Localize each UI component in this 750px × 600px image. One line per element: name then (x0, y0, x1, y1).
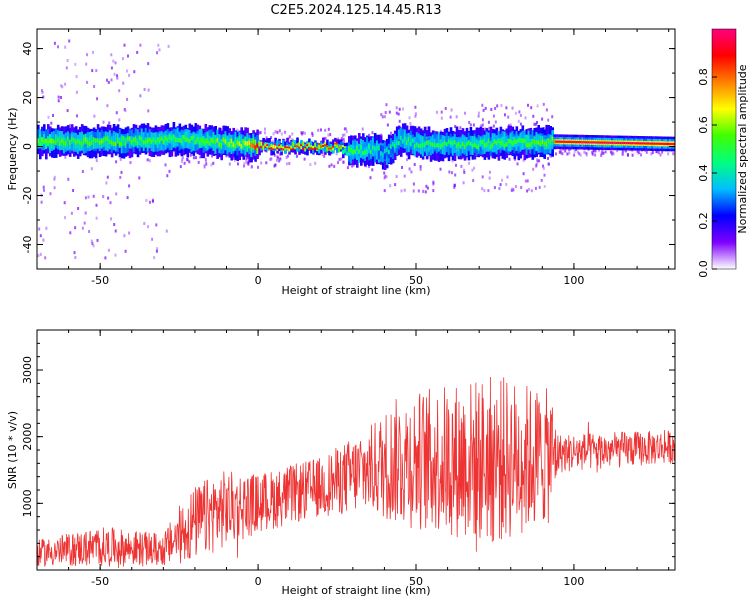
x-tick-label: 100 (563, 575, 584, 588)
colorbar-tick-label: 0.4 (697, 164, 710, 182)
y-tick-label: -40 (21, 236, 34, 254)
snr-ticks: -50 0 50 100 1000 2000 3000 (21, 329, 675, 588)
colorbar-gradient (711, 28, 737, 270)
snr-xlabel: Height of straight line (km) (281, 584, 430, 597)
figure-title: C2E5.2024.125.14.45.R13 (270, 3, 441, 18)
spectrogram-ticks: -50 0 50 100 -40 -20 0 20 40 (21, 29, 675, 287)
x-tick-label: -50 (91, 274, 109, 287)
snr-series (37, 376, 675, 569)
colorbar-tick-label: 0.0 (697, 260, 710, 278)
snr-panel: -50 0 50 100 1000 2000 3000 Height of straight… (6, 329, 676, 597)
y-tick-label: 0 (21, 143, 34, 150)
y-tick-label: 2000 (21, 423, 34, 451)
snr-line (37, 376, 675, 569)
spectrogram-panel: -50 0 50 100 -40 -20 0 20 40 Height of straight … (6, 28, 676, 297)
snr-ylabel: SNR (10 * v/v) (6, 411, 19, 489)
y-tick-label: 3000 (21, 356, 34, 384)
x-tick-label: 0 (255, 575, 262, 588)
x-tick-label: 50 (409, 274, 423, 287)
x-tick-label: 0 (255, 274, 262, 287)
x-tick-label: 100 (563, 274, 584, 287)
colorbar-label: Normalized spectral amplitude (736, 64, 749, 233)
spectrogram-heat (37, 39, 675, 260)
y-tick-label: 40 (21, 42, 34, 56)
spectrogram-xlabel: Height of straight line (km) (281, 284, 430, 297)
colorbar-tick-label: 0.2 (697, 212, 710, 230)
colorbar: 0.0 0.2 0.4 0.6 0.8 Normalized spectral ampl… (697, 28, 749, 278)
x-tick-label: 50 (409, 575, 423, 588)
colorbar-ticks: 0.0 0.2 0.4 0.6 0.8 (697, 68, 717, 278)
y-tick-label: 20 (21, 91, 34, 105)
colorbar-tick-label: 0.8 (697, 68, 710, 86)
y-tick-label: -20 (21, 187, 34, 205)
spectrogram-ylabel: Frequency (Hz) (6, 108, 19, 191)
x-tick-label: -50 (91, 575, 109, 588)
y-tick-label: 1000 (21, 489, 34, 517)
colorbar-tick-label: 0.6 (697, 116, 710, 134)
